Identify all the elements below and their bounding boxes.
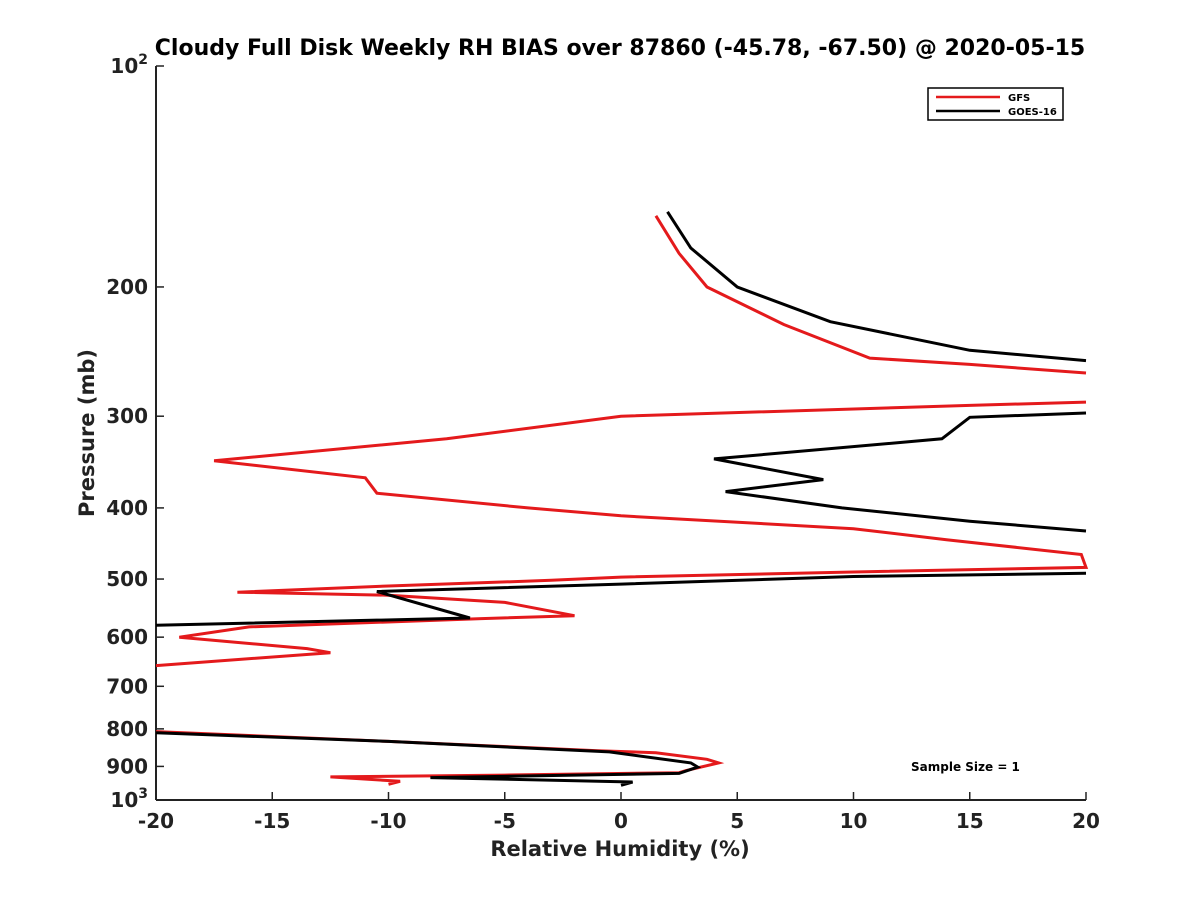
plot-area: -20 -15 -10 -5 0 5 10 15 20 102 200 300 400 500 600 70… — [106, 52, 1100, 833]
legend-box — [927, 87, 1064, 121]
series-line-gfs — [155, 215, 1089, 786]
y-tick-label: 300 — [106, 404, 148, 428]
x-tick-label: 5 — [730, 809, 744, 833]
y-axis-label: Pressure (mb) — [75, 349, 99, 517]
x-tick-label: 10 — [840, 809, 868, 833]
y-tick-label: 700 — [106, 674, 148, 698]
x-tick-label: 0 — [614, 809, 628, 833]
series-line-goes16 — [155, 210, 1087, 787]
x-tick-label: -5 — [494, 809, 516, 833]
y-ticks: 102 200 300 400 500 600 700 800 900 103 — [106, 52, 164, 812]
x-axis-label: Relative Humidity (%) — [490, 837, 749, 861]
legend-label-goes16: GOES-16 — [1008, 107, 1057, 118]
legend: GFS GOES-16 — [927, 87, 1064, 121]
x-tick-label: -15 — [254, 809, 290, 833]
x-tick-label: 15 — [956, 809, 984, 833]
chart-title: Cloudy Full Disk Weekly RH BIAS over 878… — [155, 36, 1085, 61]
x-tick-label: -10 — [370, 809, 406, 833]
legend-label-gfs: GFS — [1008, 93, 1030, 104]
y-tick-label: 103 — [110, 786, 148, 812]
sample-size-annotation: Sample Size = 1 — [911, 760, 1020, 774]
y-tick-label: 400 — [106, 496, 148, 520]
y-tick-label: 500 — [106, 567, 148, 591]
y-tick-label: 800 — [106, 717, 148, 741]
x-tick-label: -20 — [138, 809, 174, 833]
y-tick-label: 600 — [106, 625, 148, 649]
y-tick-label: 102 — [110, 52, 148, 78]
x-ticks: -20 -15 -10 -5 0 5 10 15 20 — [138, 792, 1100, 833]
series-layer — [155, 210, 1089, 787]
x-tick-label: 20 — [1072, 809, 1100, 833]
y-tick-label: 200 — [106, 275, 148, 299]
y-tick-label: 900 — [106, 754, 148, 778]
